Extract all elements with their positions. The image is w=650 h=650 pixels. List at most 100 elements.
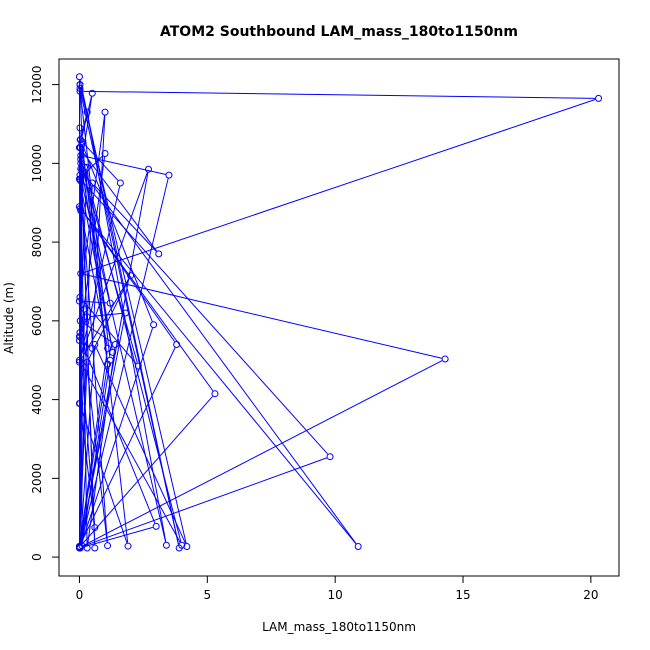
series-line-segment (82, 363, 111, 543)
data-point (76, 317, 84, 325)
series-line-segment (82, 141, 119, 181)
series-line-segment (82, 171, 357, 544)
data-point (441, 355, 449, 363)
data-point (150, 321, 158, 329)
series-line-segment (83, 90, 596, 99)
data-point (77, 151, 85, 159)
data-point (77, 270, 85, 278)
y-tick-label: 4000 (30, 384, 44, 415)
series-line-segment (81, 150, 158, 252)
series-line-segment (80, 178, 169, 545)
data-point (104, 344, 112, 352)
chart-title: ATOM2 Southbound LAM_mass_180to1150nm (160, 24, 518, 40)
data-point (111, 340, 119, 348)
series-line-segment (79, 365, 88, 544)
x-tick-label: 10 (328, 588, 343, 602)
data-point (175, 544, 183, 552)
data-point (78, 140, 86, 148)
x-tick-label: 0 (76, 588, 84, 602)
data-point (75, 333, 83, 341)
series-line-segment (88, 278, 130, 360)
series-line-segment (80, 278, 130, 360)
series-line-segment (86, 170, 108, 361)
data-point (106, 356, 114, 364)
data-point (76, 81, 84, 89)
data-point (88, 89, 96, 97)
data-point (162, 541, 170, 549)
series-line-segment (91, 115, 106, 345)
data-point (81, 305, 89, 313)
y-tick-label: 12000 (30, 66, 44, 104)
data-point (76, 85, 84, 93)
y-tick-label: 0 (30, 553, 44, 561)
data-point (354, 542, 362, 550)
data-point (121, 309, 129, 317)
y-axis: 0 2000 4000 6000 8000 10000 12000 (30, 66, 60, 561)
data-point (91, 544, 99, 552)
data-point (173, 340, 181, 348)
data-point (76, 293, 84, 301)
y-tick-label: 10000 (30, 144, 44, 182)
data-point (144, 165, 152, 173)
data-point (75, 358, 83, 366)
data-point (595, 94, 603, 102)
series-line-segment (79, 340, 96, 525)
data-point (165, 171, 173, 179)
data-point (75, 73, 83, 81)
data-point (124, 542, 132, 550)
series-line-segment (79, 351, 108, 544)
series-line-segment (80, 406, 128, 543)
data-point (101, 150, 109, 158)
x-tick-label: 5 (203, 588, 211, 602)
data-point (104, 542, 112, 550)
data-point (75, 203, 83, 211)
data-point (77, 207, 85, 215)
series-line-segment (84, 273, 442, 359)
series-line-segment (87, 347, 116, 545)
data-point (116, 179, 124, 187)
series-line-segment (95, 347, 186, 544)
data-point (211, 390, 219, 398)
series-line-segment (79, 172, 83, 545)
series-line-segment (79, 347, 96, 545)
y-tick-label: 2000 (30, 463, 44, 494)
y-tick-label: 8000 (30, 227, 44, 258)
data-point (76, 329, 84, 337)
x-tick-label: 15 (455, 588, 470, 602)
series-point-group (75, 73, 603, 552)
data-point (109, 348, 117, 356)
data-point (77, 155, 85, 163)
series-line-segment (82, 146, 153, 322)
data-point (78, 165, 86, 173)
data-point (75, 337, 83, 345)
data-point (76, 87, 84, 95)
series-line-segment (80, 347, 176, 544)
series-line-segment (79, 406, 95, 525)
series-line-segment (79, 80, 179, 545)
series-line-segment (83, 457, 327, 547)
series-line-segment (82, 211, 357, 545)
data-point (76, 544, 84, 552)
data-point (78, 542, 86, 550)
data-point (76, 171, 84, 179)
x-tick-label: 20 (583, 588, 598, 602)
series-line-segment (79, 156, 106, 334)
data-point (326, 453, 334, 461)
data-point (76, 400, 84, 408)
x-axis-label: LAM_mass_180to1150nm (262, 620, 416, 634)
data-point (83, 108, 91, 116)
data-point (75, 356, 83, 364)
series-line-segment (80, 363, 181, 543)
data-point (83, 313, 91, 321)
data-point (76, 136, 84, 144)
series-line-segment (79, 91, 111, 357)
data-point (88, 179, 96, 187)
data-point (152, 522, 160, 530)
series-line-segment (79, 367, 108, 545)
series-line-segment (80, 339, 156, 524)
data-point (91, 340, 99, 348)
data-point (75, 175, 83, 183)
series-line-segment (83, 99, 596, 273)
data-point (155, 250, 163, 258)
